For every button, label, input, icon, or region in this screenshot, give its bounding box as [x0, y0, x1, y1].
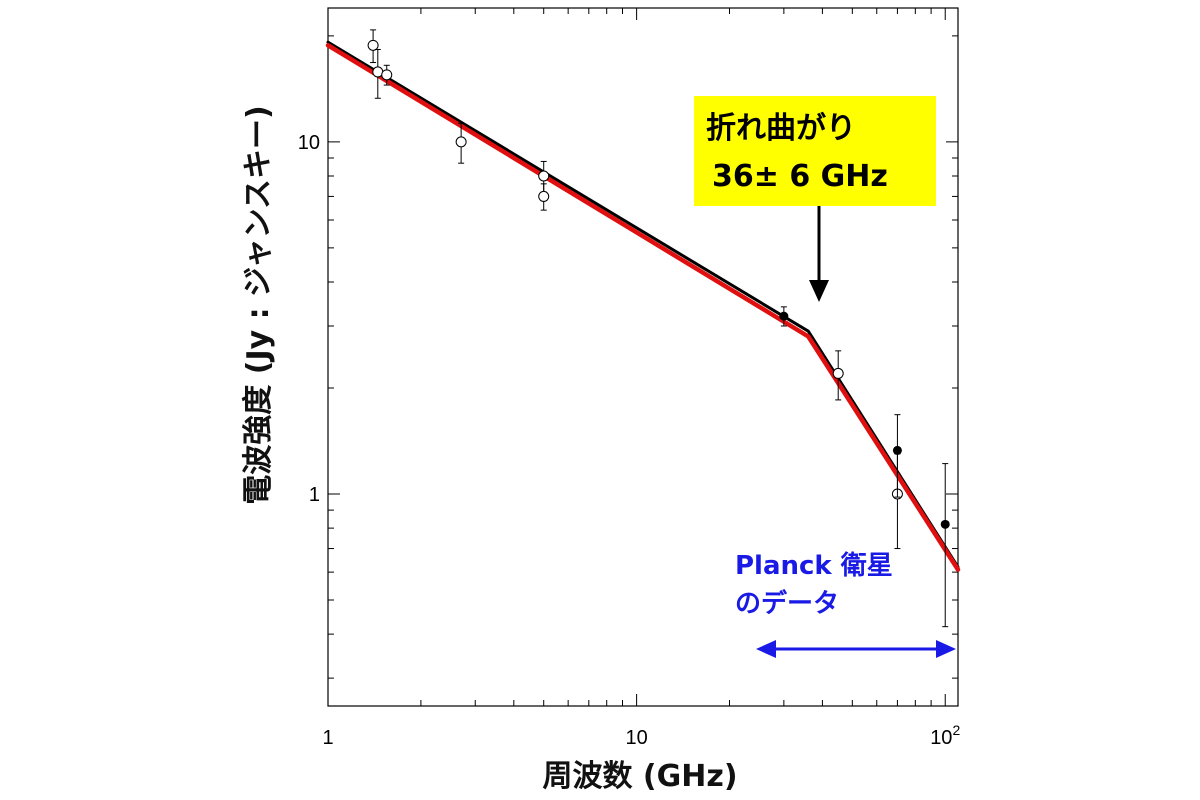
y-tick-label: 10 [298, 132, 320, 154]
break-fit-line [325, 43, 961, 572]
axis-ticks: 1 10 102 1 10 [298, 8, 960, 749]
plot-axes [327, 7, 959, 707]
data-point-filled [779, 311, 789, 321]
x-tick-label-exponent: 2 [952, 722, 960, 738]
data-point-open [455, 136, 467, 148]
data-points [367, 29, 950, 628]
data-point-open [367, 39, 379, 51]
x-tick-label: 10 [625, 727, 647, 749]
break-callout-line-1: 折れ曲がり [706, 111, 856, 146]
planck-label-line-2: のデータ [735, 588, 839, 619]
fit-lines [325, 40, 961, 572]
plot-frame [327, 7, 959, 707]
data-point-open [832, 367, 844, 379]
data-point-filled [892, 445, 902, 455]
break-callout-box [694, 96, 936, 206]
axis-labels: 周波数 (GHz) 電波強度 (Jy : ジャンスキー) [241, 105, 738, 794]
data-point-open [381, 69, 393, 81]
planck-label-line-1: Planck 衛星 [735, 551, 893, 581]
x-axis-label: 周波数 (GHz) [542, 759, 737, 794]
x-tick-label: 1 [322, 727, 333, 749]
y-axis-label: 電波強度 (Jy : ジャンスキー) [241, 105, 276, 504]
data-point-open [538, 170, 550, 182]
y-tick-label: 1 [309, 484, 320, 506]
x-tick-label: 102 [930, 722, 960, 749]
planck-arrow-left-head [756, 640, 776, 658]
data-point-open [538, 190, 550, 202]
planck-arrow-right-head [936, 640, 956, 658]
planck-annotation: Planck 衛星 のデータ [735, 551, 956, 658]
break-callout: 折れ曲がり 36± 6 GHz [694, 96, 936, 302]
break-callout-line-2: 36± 6 GHz [712, 159, 888, 194]
data-point-filled [940, 519, 950, 529]
break-arrow-head [809, 280, 829, 302]
